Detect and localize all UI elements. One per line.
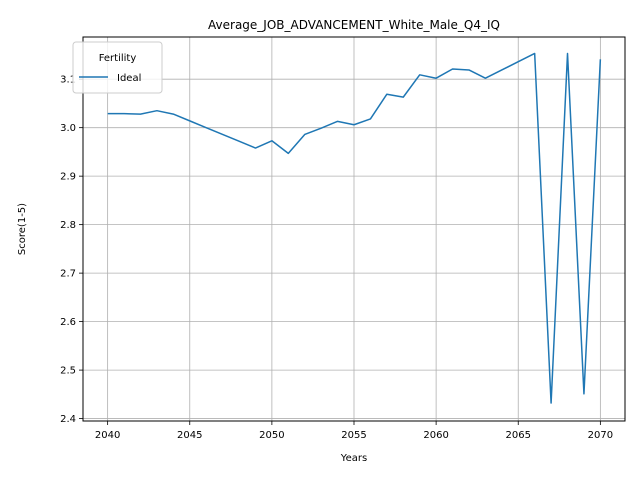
x-tick-label: 2040 [95, 430, 120, 441]
series-line-ideal [107, 52, 602, 404]
x-tick-label: 2055 [341, 430, 366, 441]
chart-title: Average_JOB_ADVANCEMENT_White_Male_Q4_IQ [208, 18, 500, 32]
y-tick-label: 2.7 [60, 269, 76, 280]
y-tick-label: 3.0 [60, 123, 76, 134]
y-tick-label: 2.8 [60, 220, 76, 231]
y-tick-label: 2.5 [60, 366, 76, 377]
series-layer [107, 52, 602, 404]
y-axis-ticks: 2.4 2.5 2.6 2.7 2.8 2.9 3.0 3.1 [60, 75, 83, 425]
x-axis-ticks: 2040 2045 2050 2055 2060 2065 2070 [95, 421, 613, 441]
x-tick-label: 2050 [259, 430, 284, 441]
legend: Fertility Ideal [72, 41, 163, 94]
y-tick-label: 2.9 [60, 172, 76, 183]
y-axis-label: Score(1-5) [17, 203, 28, 255]
x-tick-label: 2070 [588, 430, 613, 441]
y-tick-label: 3.1 [60, 75, 76, 86]
legend-box [72, 41, 163, 94]
y-tick-label: 2.6 [60, 317, 76, 328]
grid-lines [83, 37, 625, 421]
y-tick-label: 2.4 [60, 414, 76, 425]
x-tick-label: 2045 [177, 430, 202, 441]
x-axis-label: Years [340, 453, 367, 464]
x-tick-label: 2065 [506, 430, 531, 441]
legend-label-ideal: Ideal [117, 73, 141, 84]
x-tick-label: 2060 [423, 430, 448, 441]
legend-title: Fertility [99, 53, 137, 64]
